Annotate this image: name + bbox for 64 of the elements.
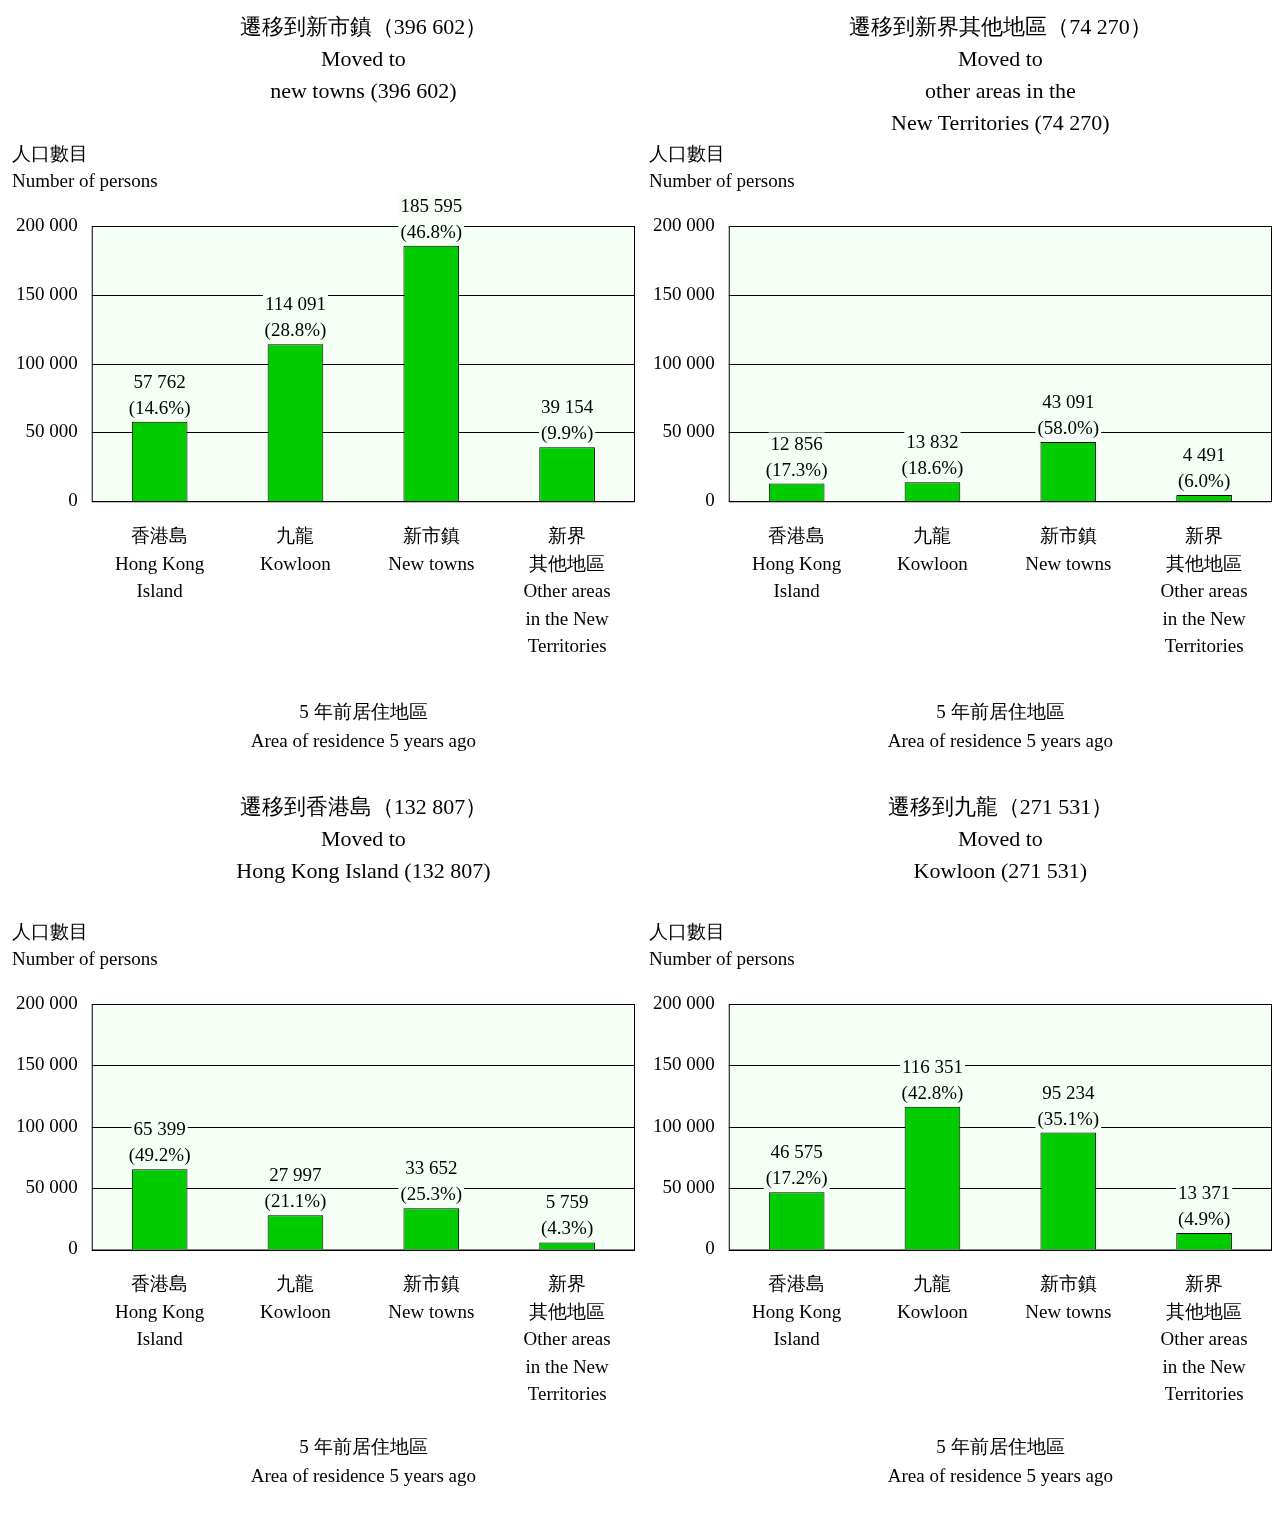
y-axis-title: 人口數目 Number of persons (649, 143, 795, 191)
y-tick-label: 150 000 (16, 1053, 78, 1075)
y-tick-label: 0 (68, 489, 78, 511)
data-label: 43 091 (58.0%) (1037, 390, 1100, 439)
data-label: 13 371 (4.9%) (1177, 1182, 1231, 1231)
y-tick-label: 200 000 (653, 213, 715, 235)
y-tick-label: 200 000 (653, 991, 715, 1013)
data-label: 33 652 (25.3%) (400, 1157, 463, 1206)
chart-title: 遷移到新市鎮（396 602） Moved to new towns (396 602) (239, 14, 488, 103)
x-tick-label: 新市鎮 New towns (1025, 525, 1112, 574)
data-label: 46 575 (17.2%) (765, 1141, 828, 1190)
y-axis-title: 人口數目 Number of persons (649, 921, 795, 969)
y-tick-label: 0 (705, 489, 715, 511)
x-tick-label: 新界其他地區 Other areas in the New Territories (1160, 1273, 1248, 1405)
data-label: 5 759 (4.3%) (540, 1191, 594, 1240)
x-tick-label: 九龍 Kowloon (260, 525, 332, 574)
x-tick-label: 新市鎮 New towns (388, 1273, 475, 1322)
chart-title: 遷移到新界其他地區（74 270） Moved to other areas in the New Territories (74 270) (849, 14, 1152, 135)
data-label: 13 832 (18.6%) (901, 431, 964, 480)
y-tick-label: 50 000 (25, 1176, 78, 1198)
y-tick-label: 100 000 (16, 1114, 78, 1136)
y-tick-label: 0 (68, 1237, 78, 1259)
x-tick-label: 香港島 Hong Kong Island (752, 525, 842, 602)
data-label: 185 595 (46.8%) (400, 194, 463, 243)
x-tick-label: 香港島 Hong Kong Island (115, 1273, 205, 1350)
data-label: 12 856 (17.3%) (765, 432, 828, 481)
y-tick-label: 150 000 (653, 282, 715, 304)
y-tick-label: 200 000 (16, 991, 78, 1013)
x-tick-label: 新界其他地區 Other areas in the New Territories (523, 1273, 611, 1405)
data-label: 57 762 (14.6%) (128, 370, 191, 419)
x-tick-label: 新市鎮 New towns (1025, 1273, 1112, 1322)
x-tick-label: 香港島 Hong Kong Island (115, 525, 205, 602)
x-axis-title: 5 年前居住地區 Area of residence 5 years ago (250, 701, 476, 751)
y-tick-label: 150 000 (16, 282, 78, 304)
y-tick-label: 150 000 (653, 1053, 715, 1075)
x-tick-label: 九龍 Kowloon (897, 1273, 969, 1322)
chart-title: 遷移到香港島（132 807） Moved to Hong Kong Island (132 807) (236, 794, 491, 883)
data-label: 95 234 (35.1%) (1037, 1081, 1100, 1130)
x-tick-label: 新界其他地區 Other areas in the New Territories (523, 525, 611, 657)
y-tick-label: 0 (705, 1237, 715, 1259)
y-tick-label: 50 000 (662, 420, 715, 442)
y-tick-label: 200 000 (16, 213, 78, 235)
x-tick-label: 新界其他地區 Other areas in the New Territories (1160, 525, 1248, 657)
x-tick-label: 新市鎮 New towns (388, 525, 475, 574)
y-tick-label: 50 000 (25, 420, 78, 442)
y-axis-title: 人口數目 Number of persons (12, 143, 158, 191)
y-tick-label: 100 000 (653, 351, 715, 373)
x-axis-title: 5 年前居住地區 Area of residence 5 years ago (250, 1436, 476, 1486)
y-tick-label: 100 000 (653, 1114, 715, 1136)
x-axis-title: 5 年前居住地區 Area of residence 5 years ago (887, 701, 1113, 751)
data-label: 4 491 (6.0%) (1177, 444, 1231, 493)
x-tick-label: 九龍 Kowloon (260, 1273, 332, 1322)
y-tick-label: 100 000 (16, 351, 78, 373)
x-tick-label: 九龍 Kowloon (897, 525, 969, 574)
data-label: 114 091 (28.8%) (264, 293, 327, 342)
data-label: 39 154 (9.9%) (540, 396, 594, 445)
data-label: 116 351 (42.8%) (901, 1055, 964, 1104)
x-tick-label: 香港島 Hong Kong Island (752, 1273, 842, 1350)
chart-title: 遷移到九龍（271 531） Moved to Kowloon (271 531) (887, 794, 1114, 883)
x-axis-title: 5 年前居住地區 Area of residence 5 years ago (887, 1436, 1113, 1486)
y-tick-label: 50 000 (662, 1176, 715, 1198)
data-label: 27 997 (21.1%) (264, 1164, 327, 1213)
y-axis-title: 人口數目 Number of persons (12, 921, 158, 969)
data-label: 65 399 (49.2%) (128, 1118, 191, 1167)
